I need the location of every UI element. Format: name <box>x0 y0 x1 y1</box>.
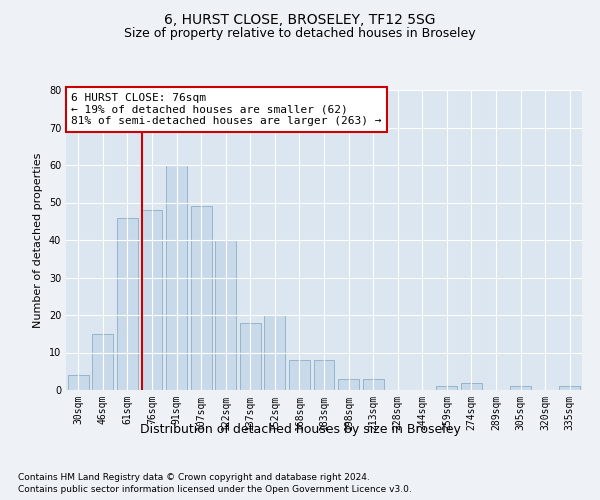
Bar <box>559 386 580 390</box>
Bar <box>166 165 187 390</box>
Text: Size of property relative to detached houses in Broseley: Size of property relative to detached ho… <box>124 28 476 40</box>
Text: Contains HM Land Registry data © Crown copyright and database right 2024.: Contains HM Land Registry data © Crown c… <box>18 472 370 482</box>
Bar <box>68 375 89 390</box>
Bar <box>215 240 236 390</box>
Bar <box>117 218 138 390</box>
Bar <box>510 386 531 390</box>
Y-axis label: Number of detached properties: Number of detached properties <box>33 152 43 328</box>
Text: 6 HURST CLOSE: 76sqm
← 19% of detached houses are smaller (62)
81% of semi-detac: 6 HURST CLOSE: 76sqm ← 19% of detached h… <box>71 93 382 126</box>
Bar <box>314 360 334 390</box>
Bar <box>362 379 383 390</box>
Bar <box>142 210 163 390</box>
Bar <box>265 315 286 390</box>
Text: 6, HURST CLOSE, BROSELEY, TF12 5SG: 6, HURST CLOSE, BROSELEY, TF12 5SG <box>164 12 436 26</box>
Bar <box>461 382 482 390</box>
Bar <box>338 379 359 390</box>
Bar <box>92 334 113 390</box>
Bar <box>436 386 457 390</box>
Bar <box>191 206 212 390</box>
Bar <box>289 360 310 390</box>
Bar <box>240 322 261 390</box>
Text: Contains public sector information licensed under the Open Government Licence v3: Contains public sector information licen… <box>18 485 412 494</box>
Text: Distribution of detached houses by size in Broseley: Distribution of detached houses by size … <box>140 422 460 436</box>
